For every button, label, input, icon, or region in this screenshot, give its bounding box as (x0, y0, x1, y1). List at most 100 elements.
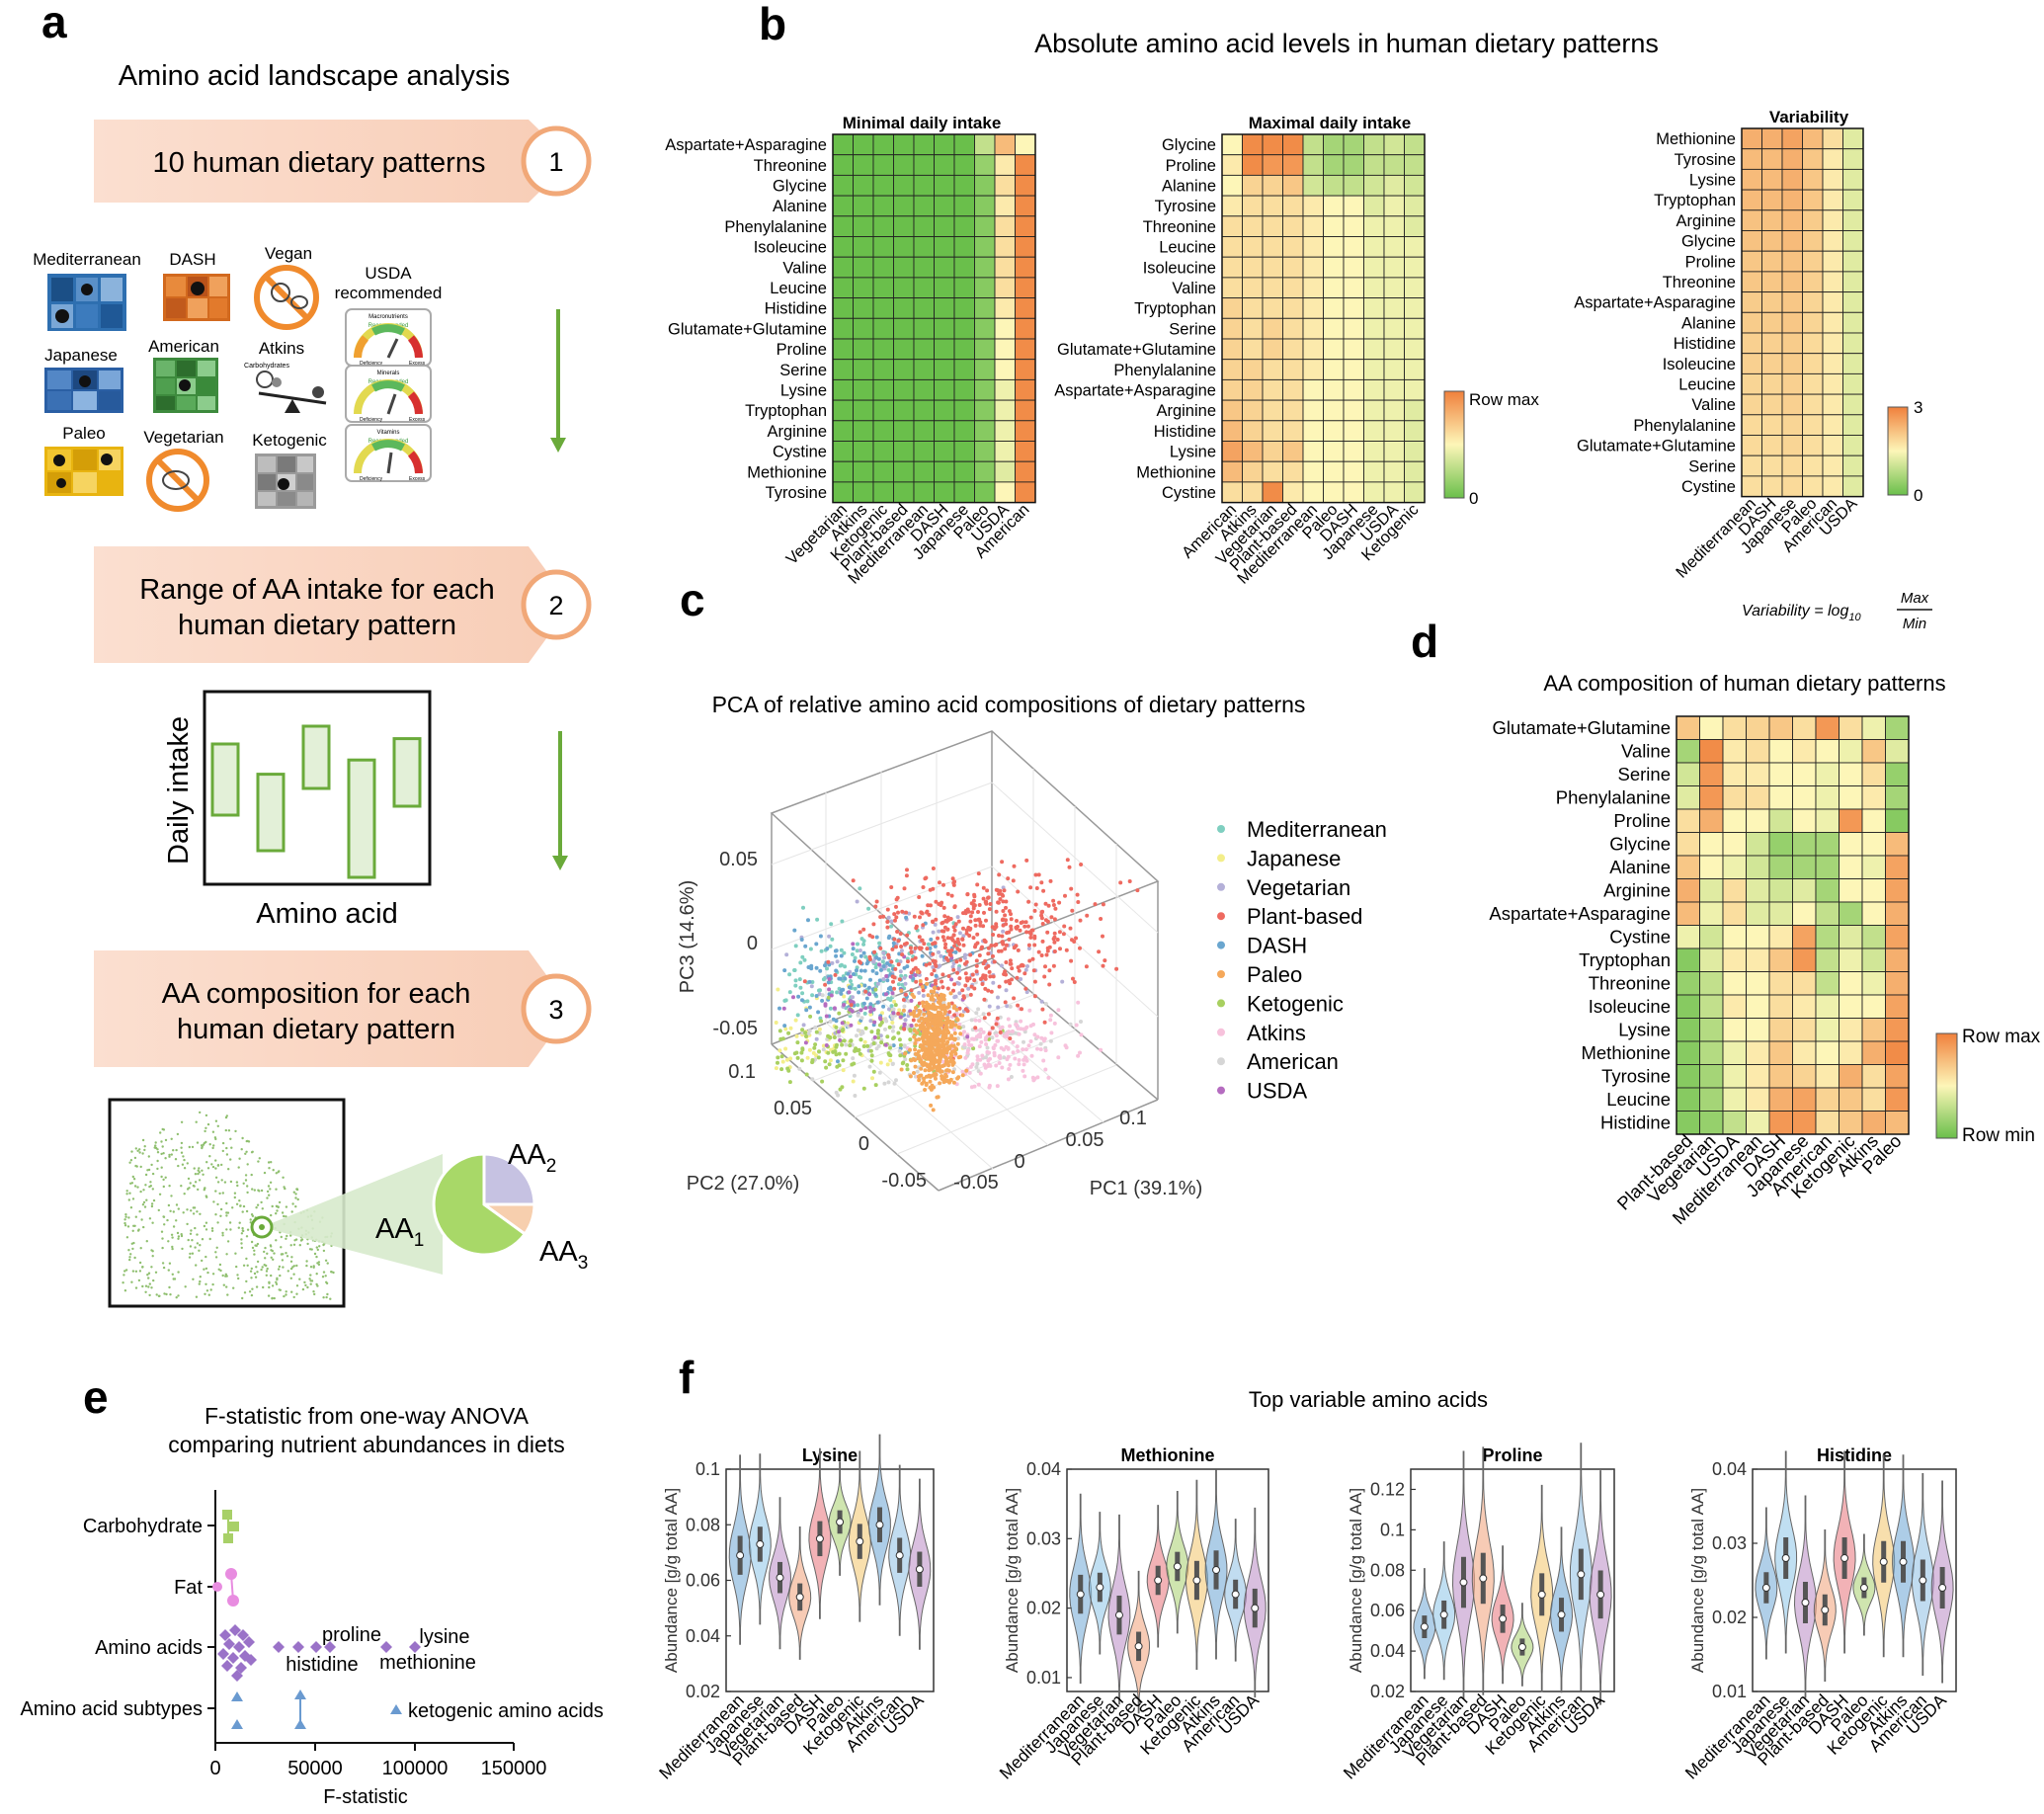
amino-acid-marker-15 (292, 1641, 304, 1653)
pca-point-atkins (1008, 1024, 1013, 1029)
pc2-tick-1: 0.05 (774, 1098, 812, 1119)
comp-cell-serine-dash (1768, 762, 1793, 786)
pca-point-vegetarian (809, 984, 814, 989)
pca-point-paleo (938, 1059, 942, 1064)
min-cell-alanine-paleo (974, 195, 996, 217)
pca-point-plant-based (921, 988, 926, 993)
simplex-dot (305, 1264, 308, 1268)
pca-point-atkins (1011, 1039, 1016, 1044)
pca-point-paleo (914, 1037, 919, 1042)
max-cell-serine-dash (1343, 317, 1364, 340)
simplex-dot (151, 1221, 154, 1224)
simplex-dot (199, 1279, 202, 1283)
panel-f: Top variable amino acids Lysine0.020.040… (655, 1387, 1957, 1783)
pca-point-atkins (1013, 1056, 1018, 1061)
min-row-label-isoleucine: Isoleucine (754, 239, 827, 257)
pca-point-plant-based (997, 872, 1002, 877)
comp-row-label-tryptophan: Tryptophan (1579, 949, 1671, 970)
simplex-dot (267, 1185, 271, 1188)
simplex-dot (192, 1184, 196, 1188)
pca-point-paleo (912, 1034, 917, 1039)
simplex-dot (214, 1190, 217, 1193)
pca-point-paleo (956, 1025, 961, 1030)
min-cell-aspartate-asparagine-vegetarian (832, 133, 854, 156)
pca-point-atkins (1074, 1023, 1079, 1028)
var-cell-serine-mediterranean (1741, 454, 1762, 477)
simplex-dot (182, 1155, 185, 1158)
pca-point-ketogenic (776, 1055, 780, 1060)
comp-row-label-proline: Proline (1613, 810, 1671, 831)
var-cell-methionine-japanese (1781, 127, 1803, 150)
comp-cell-glycine-atkins (1861, 832, 1886, 857)
min-cell-leucine-atkins (853, 277, 874, 299)
pca-point-american (975, 1061, 980, 1066)
simplex-dot (233, 1192, 237, 1195)
max-cell-serine-mediterranean (1302, 317, 1324, 340)
max-row-label-arginine: Arginine (1156, 402, 1216, 420)
simplex-dot (140, 1218, 143, 1221)
min-row-label-glutamate-glutamine: Glutamate+Glutamine (668, 320, 827, 338)
pca-point-ketogenic (804, 1072, 809, 1077)
simplex-dot (148, 1185, 151, 1189)
simplex-dot (160, 1175, 163, 1179)
simplex-dot (161, 1145, 164, 1148)
pca-point-plant-based (931, 942, 936, 947)
max-cell-threonine-paleo (1323, 215, 1345, 237)
pc3-label: PC3 (14.6%) (677, 880, 698, 994)
pca-point-plant-based (895, 930, 900, 934)
violin-proline-median-ketogenic (1537, 1590, 1546, 1599)
panel-letter-a: a (41, 0, 67, 47)
pca-point-atkins (984, 1042, 989, 1046)
pca-point-plant-based (940, 935, 945, 940)
var-row-label-lysine: Lysine (1689, 172, 1736, 190)
max-cell-serine-ketogenic (1404, 317, 1426, 340)
comp-cell-tyrosine-atkins (1861, 1064, 1886, 1089)
max-cell-methionine-plant-based (1282, 460, 1304, 483)
pca-point-plant-based (989, 989, 994, 994)
simplex-dot (191, 1252, 195, 1255)
pca-point-japanese (817, 1027, 822, 1031)
pca-point-plant-based (934, 917, 939, 922)
pca-point-dash (874, 955, 879, 960)
pca-point-american (974, 1065, 979, 1069)
pca-point-paleo (947, 1036, 952, 1041)
pca-point-plant-based (905, 933, 910, 938)
simplex-dot (285, 1293, 287, 1296)
pca-point-american (837, 1033, 842, 1038)
comp-cell-cystine-ketogenic (1839, 925, 1863, 949)
simplex-dot (240, 1242, 243, 1245)
pca-point-atkins (1022, 1055, 1027, 1060)
comp-cell-phenylalanine-plant-based (1676, 785, 1700, 810)
min-cell-threonine-ketogenic (872, 154, 894, 176)
var-cell-proline-mediterranean (1741, 250, 1762, 273)
simplex-dot (220, 1163, 223, 1167)
pca-point-plant-based (951, 925, 956, 930)
pca-point-plant-based (1101, 963, 1105, 968)
pca-point-mediterranean (808, 947, 813, 951)
pca-point-plant-based (913, 946, 918, 950)
pca-point-plant-based (885, 925, 890, 930)
violin-lysine-ytick-label: 0.1 (695, 1459, 720, 1479)
simplex-dot (175, 1203, 179, 1206)
pca-point-paleo (954, 1007, 959, 1012)
pca-point-plant-based (1048, 878, 1053, 883)
comp-cell-cystine-dash (1768, 925, 1793, 949)
simplex-dot (299, 1239, 303, 1242)
pca-point-plant-based (1026, 899, 1031, 904)
pca-point-paleo (927, 1034, 932, 1039)
pca-point-paleo (922, 1012, 927, 1017)
range-bar-1 (210, 742, 240, 817)
pca-point-paleo (935, 1095, 940, 1100)
simplex-dot (141, 1266, 144, 1269)
pc1-tick-0: -0.05 (953, 1172, 999, 1194)
var-cell-histidine-japanese (1781, 332, 1803, 355)
pca-point-paleo (938, 1005, 942, 1010)
var-cell-isoleucine-american (1822, 353, 1843, 374)
pca-point-dash (875, 1000, 880, 1005)
simplex-dot (240, 1232, 244, 1235)
pca-point-paleo (960, 1073, 965, 1078)
pca-point-plant-based (983, 986, 988, 991)
max-cell-cystine-japanese (1363, 481, 1385, 504)
panel-letter-e: e (83, 1371, 109, 1423)
pca-point-plant-based (908, 946, 913, 950)
